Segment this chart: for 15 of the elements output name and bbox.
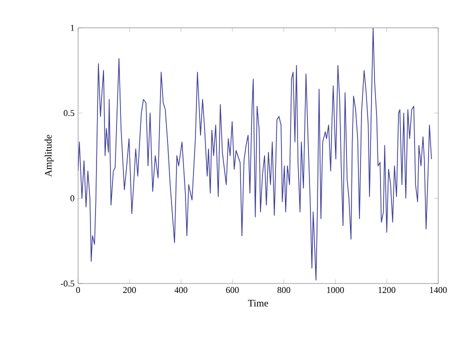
y-tick-label: 0 (70, 195, 74, 202)
x-tick-label: 800 (278, 286, 290, 293)
x-tick-label: 600 (226, 286, 239, 293)
x-tick-label: 1400 (430, 286, 447, 293)
y-tick-label: -0.5 (60, 280, 74, 286)
x-tick-label: 200 (123, 286, 136, 293)
x-axis-title: Time (248, 300, 268, 306)
line-series (78, 28, 432, 280)
y-tick-label: 0.5 (64, 110, 74, 116)
y-tick-label: 1 (70, 24, 74, 31)
x-tick-label: 0 (76, 286, 80, 293)
y-axis-title: Amplitude (44, 134, 54, 177)
x-tick-label: 400 (174, 286, 188, 293)
x-tick-label: 1000 (327, 286, 344, 293)
x-tick-label: 1200 (378, 286, 396, 293)
